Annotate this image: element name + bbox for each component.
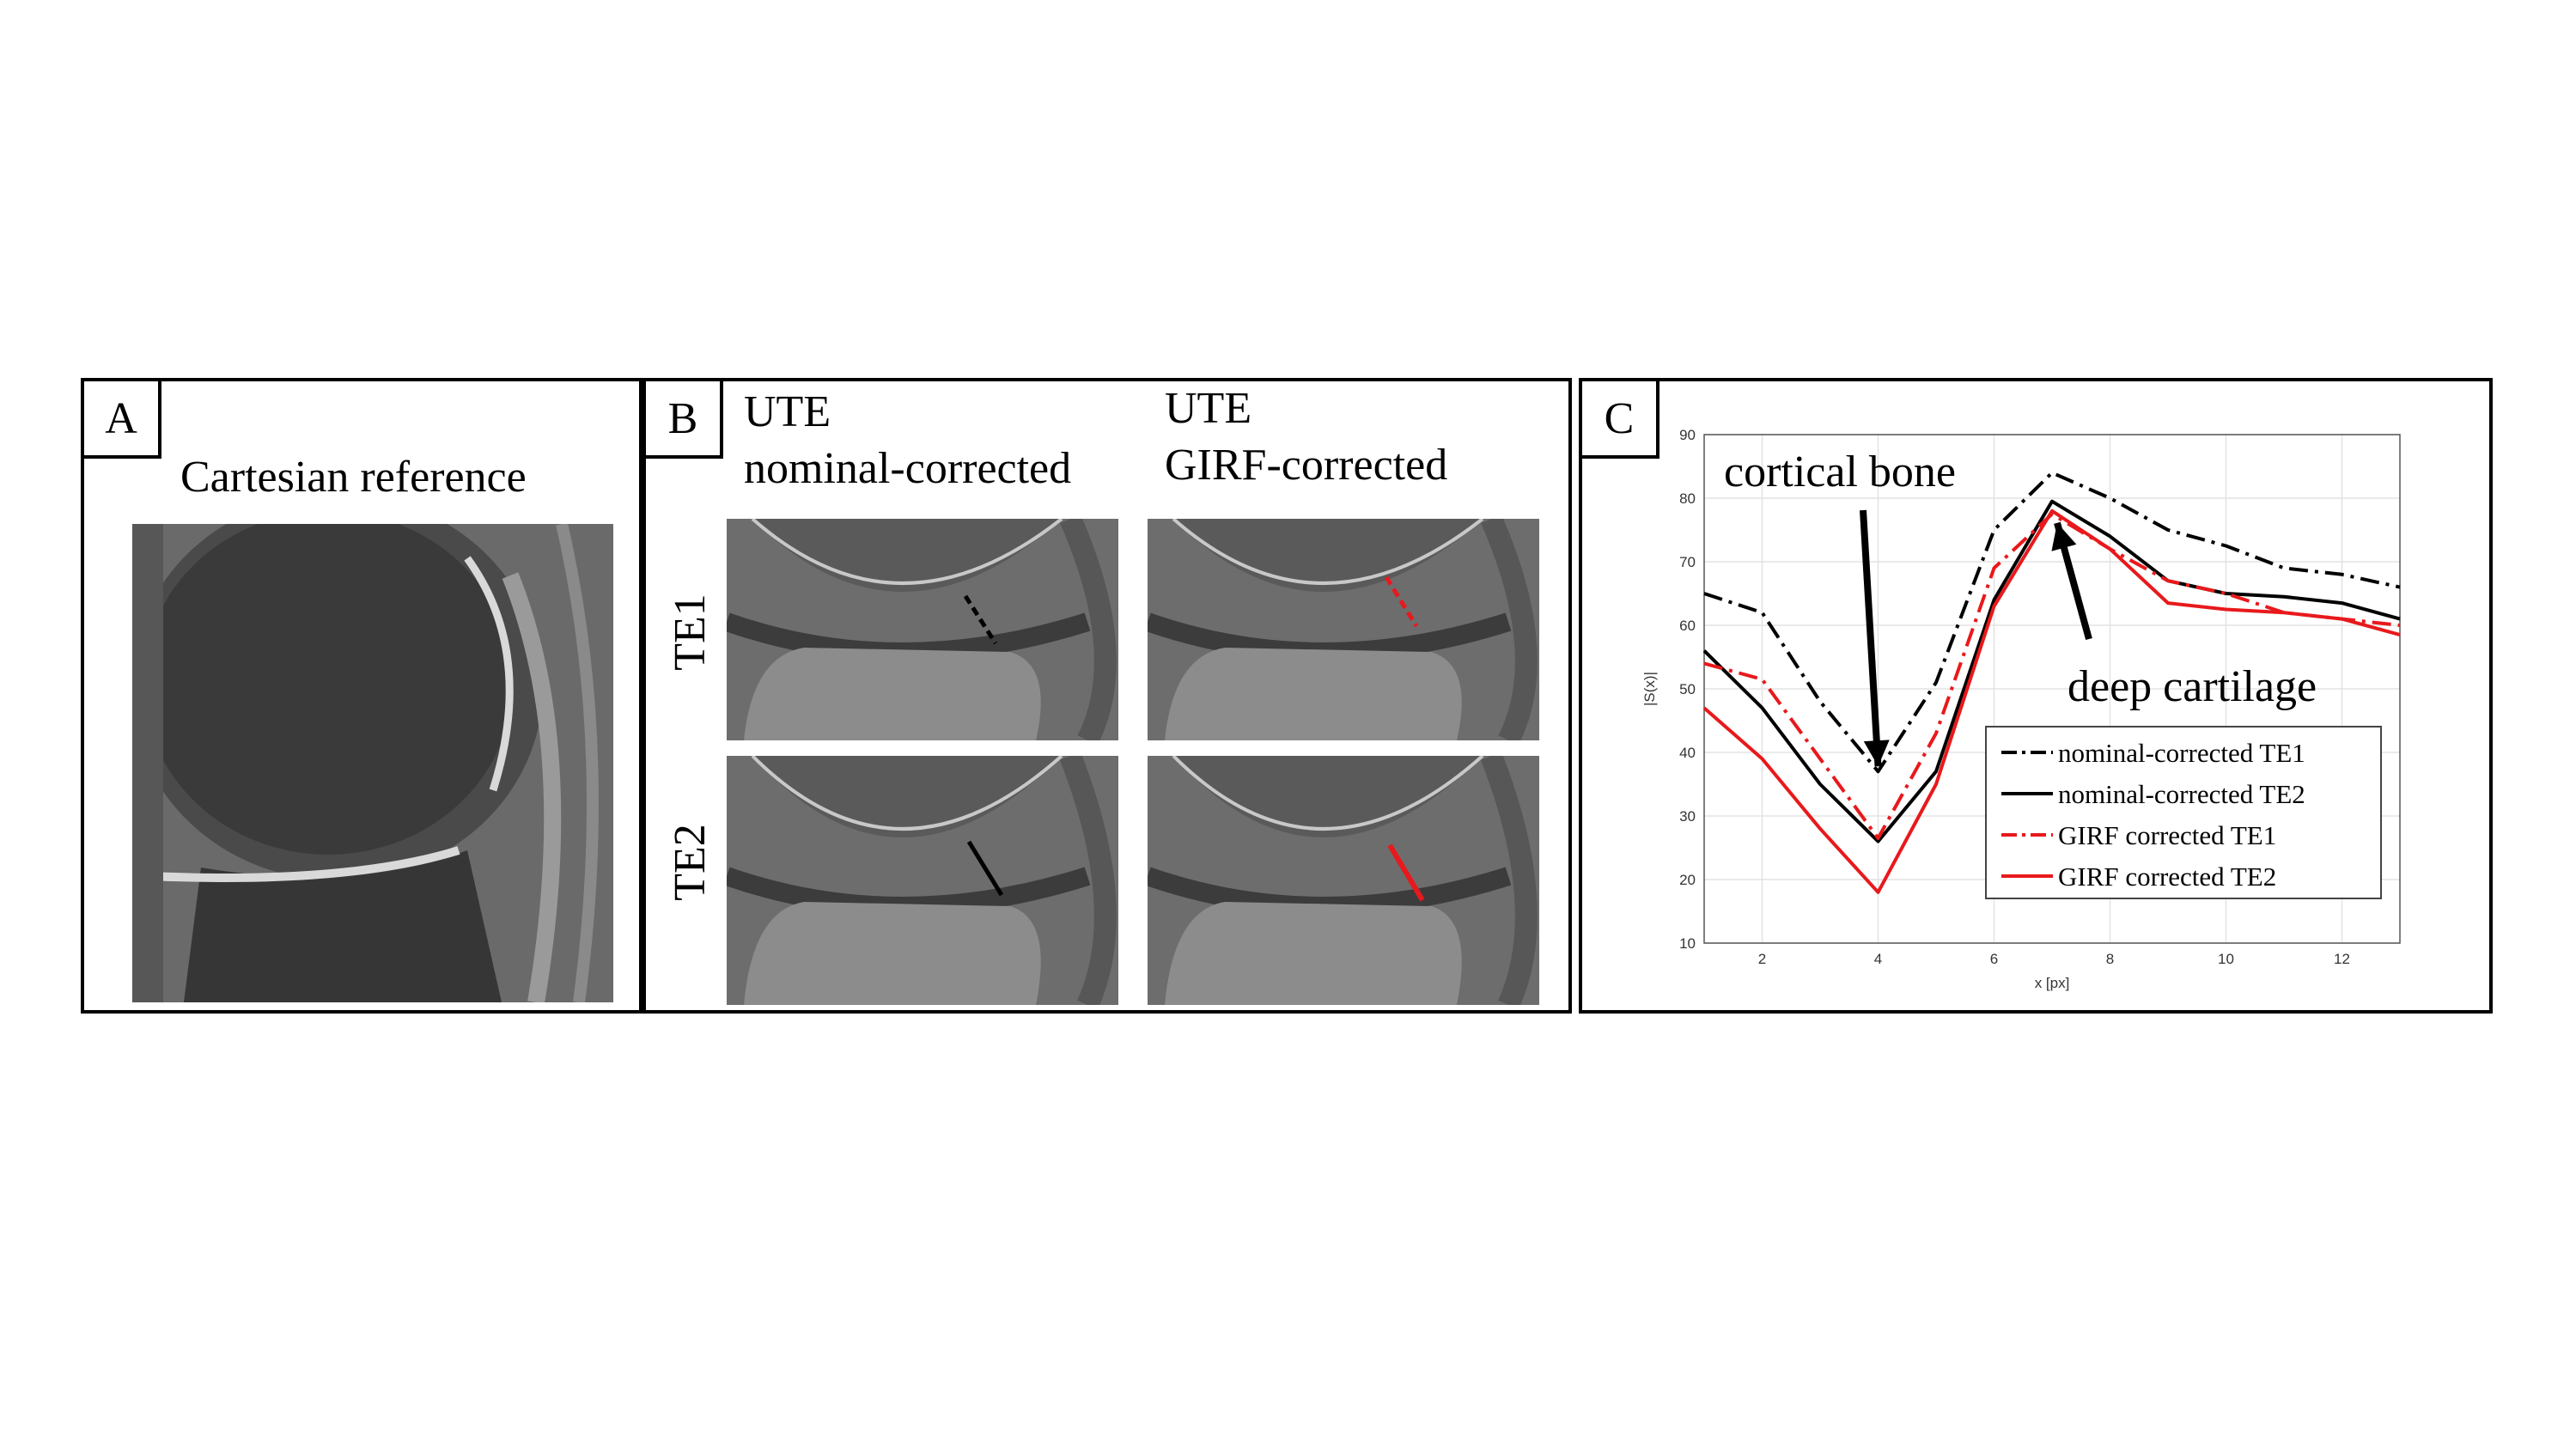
panel-b-col2-line2: GIRF-corrected xyxy=(1165,441,1448,490)
y-tick-label: 90 xyxy=(1679,427,1696,443)
series-line-2 xyxy=(1702,499,2401,843)
panel-a: A Cartesian reference xyxy=(81,378,642,1014)
y-tick-label: 60 xyxy=(1679,618,1696,634)
panel-c: C 2 4 6 8 10 12 10 20 30 40 50 60 70 80 90 x [px] |S(x)|… xyxy=(1579,378,2493,1014)
y-axis-label: |S(x)| xyxy=(1641,672,1658,706)
legend-label-4: GIRF corrected TE2 xyxy=(2058,861,2276,892)
x-tick-label: 10 xyxy=(2218,951,2234,967)
legend-label-3: GIRF corrected TE1 xyxy=(2058,820,2276,850)
image-te2-girf xyxy=(1148,756,1539,1005)
y-tick-label: 10 xyxy=(1679,935,1696,952)
legend-label-2: nominal-corrected TE2 xyxy=(2058,779,2305,809)
panel-b-label: B xyxy=(642,378,723,459)
x-tick-label: 2 xyxy=(1758,951,1766,967)
x-tick-label: 12 xyxy=(2334,951,2350,967)
legend-label-1: nominal-corrected TE1 xyxy=(2058,738,2305,768)
cortical-bone-arrow-shaft xyxy=(1860,509,1882,767)
cortical-bone-arrow-head xyxy=(1863,740,1890,767)
row-label-te2: TE2 xyxy=(666,824,715,901)
panel-b: B UTE nominal-corrected UTE GIRF-correct… xyxy=(642,378,1572,1014)
panel-a-label: A xyxy=(81,378,161,459)
y-tick-label: 40 xyxy=(1679,745,1696,761)
deep-cartilage-arrow-head xyxy=(2051,522,2077,551)
plot-area xyxy=(1703,434,2401,944)
y-tick-label: 70 xyxy=(1679,554,1696,570)
panel-b-col1-line2: nominal-corrected xyxy=(744,444,1072,493)
line-chart: 2 4 6 8 10 12 10 20 30 40 50 60 70 80 90 x [px] |S(x)| co… xyxy=(1641,427,2401,991)
y-tick-label: 20 xyxy=(1679,872,1696,888)
y-tick-label: 30 xyxy=(1679,808,1696,825)
x-tick-label: 4 xyxy=(1874,951,1882,967)
image-te1-nominal xyxy=(727,519,1118,740)
panel-c-label: C xyxy=(1579,378,1659,459)
annotation-cortical-bone: cortical bone xyxy=(1724,447,1956,496)
annotation-deep-cartilage: deep cartilage xyxy=(2067,662,2317,711)
row-label-te1: TE1 xyxy=(666,594,715,671)
y-tick-label: 80 xyxy=(1679,490,1696,507)
panel-b-col1-line1: UTE xyxy=(744,387,831,436)
legend-box xyxy=(1985,726,2382,899)
image-te1-girf xyxy=(1148,519,1539,740)
cartesian-reference-image xyxy=(132,524,613,1002)
x-axis-label: x [px] xyxy=(2035,975,2070,991)
y-tick-label: 50 xyxy=(1679,681,1696,697)
panel-a-title: Cartesian reference xyxy=(180,453,527,502)
image-te2-nominal xyxy=(727,756,1118,1005)
x-tick-label: 8 xyxy=(2106,951,2114,967)
panel-b-col2-line1: UTE xyxy=(1165,384,1252,433)
x-tick-label: 6 xyxy=(1990,951,1998,967)
series-line-4 xyxy=(1702,508,2401,894)
